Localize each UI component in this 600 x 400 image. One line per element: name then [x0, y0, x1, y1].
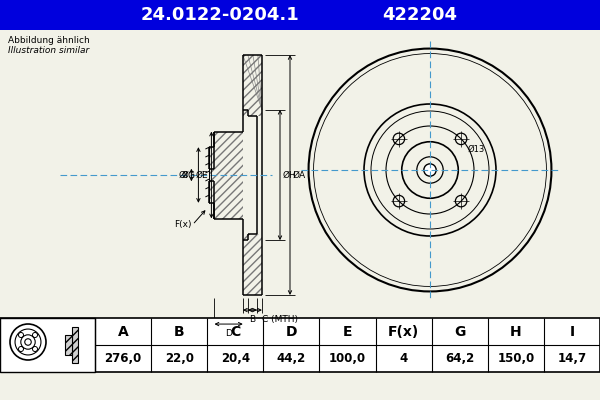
Text: D: D: [225, 329, 232, 338]
Bar: [0, 318, 600, 372]
Bar: [0, 0, 600, 30]
Text: 276,0: 276,0: [104, 352, 142, 365]
Text: 14,7: 14,7: [557, 352, 587, 365]
Text: E: E: [343, 324, 352, 338]
Text: D: D: [286, 324, 297, 338]
Text: ØG: ØG: [181, 170, 196, 180]
Text: 150,0: 150,0: [497, 352, 535, 365]
Text: 422204: 422204: [383, 6, 458, 24]
Text: 24.0122-0204.1: 24.0122-0204.1: [140, 6, 299, 24]
Text: G: G: [454, 324, 466, 338]
Text: 100,0: 100,0: [329, 352, 366, 365]
Bar: [243, 55, 262, 116]
Text: 64,2: 64,2: [445, 352, 475, 365]
Text: 22,0: 22,0: [164, 352, 194, 365]
Text: C: C: [230, 324, 241, 338]
Text: I: I: [569, 324, 575, 338]
Text: F(x): F(x): [175, 220, 192, 230]
Text: 20,4: 20,4: [221, 352, 250, 365]
Text: Ø13: Ø13: [467, 145, 484, 154]
Text: 4: 4: [400, 352, 408, 365]
Text: ØA: ØA: [293, 170, 306, 180]
Text: ØI: ØI: [179, 170, 188, 180]
Text: ØE: ØE: [196, 170, 208, 180]
Text: Abbildung ähnlich: Abbildung ähnlich: [8, 36, 90, 45]
Text: ØH: ØH: [283, 170, 297, 180]
Text: H: H: [510, 324, 521, 338]
Text: Illustration similar: Illustration similar: [8, 46, 89, 55]
Text: A: A: [118, 324, 128, 338]
Text: B: B: [250, 315, 256, 324]
Bar: [0, 318, 95, 372]
Bar: [243, 234, 262, 295]
Bar: [214, 132, 243, 218]
Circle shape: [424, 164, 436, 176]
Bar: [209, 147, 214, 203]
Text: F(x): F(x): [388, 324, 419, 338]
Text: B: B: [174, 324, 184, 338]
Text: C (MTH): C (MTH): [262, 315, 298, 324]
Bar: [72, 327, 78, 363]
Bar: [65, 335, 72, 355]
Text: 44,2: 44,2: [277, 352, 306, 365]
